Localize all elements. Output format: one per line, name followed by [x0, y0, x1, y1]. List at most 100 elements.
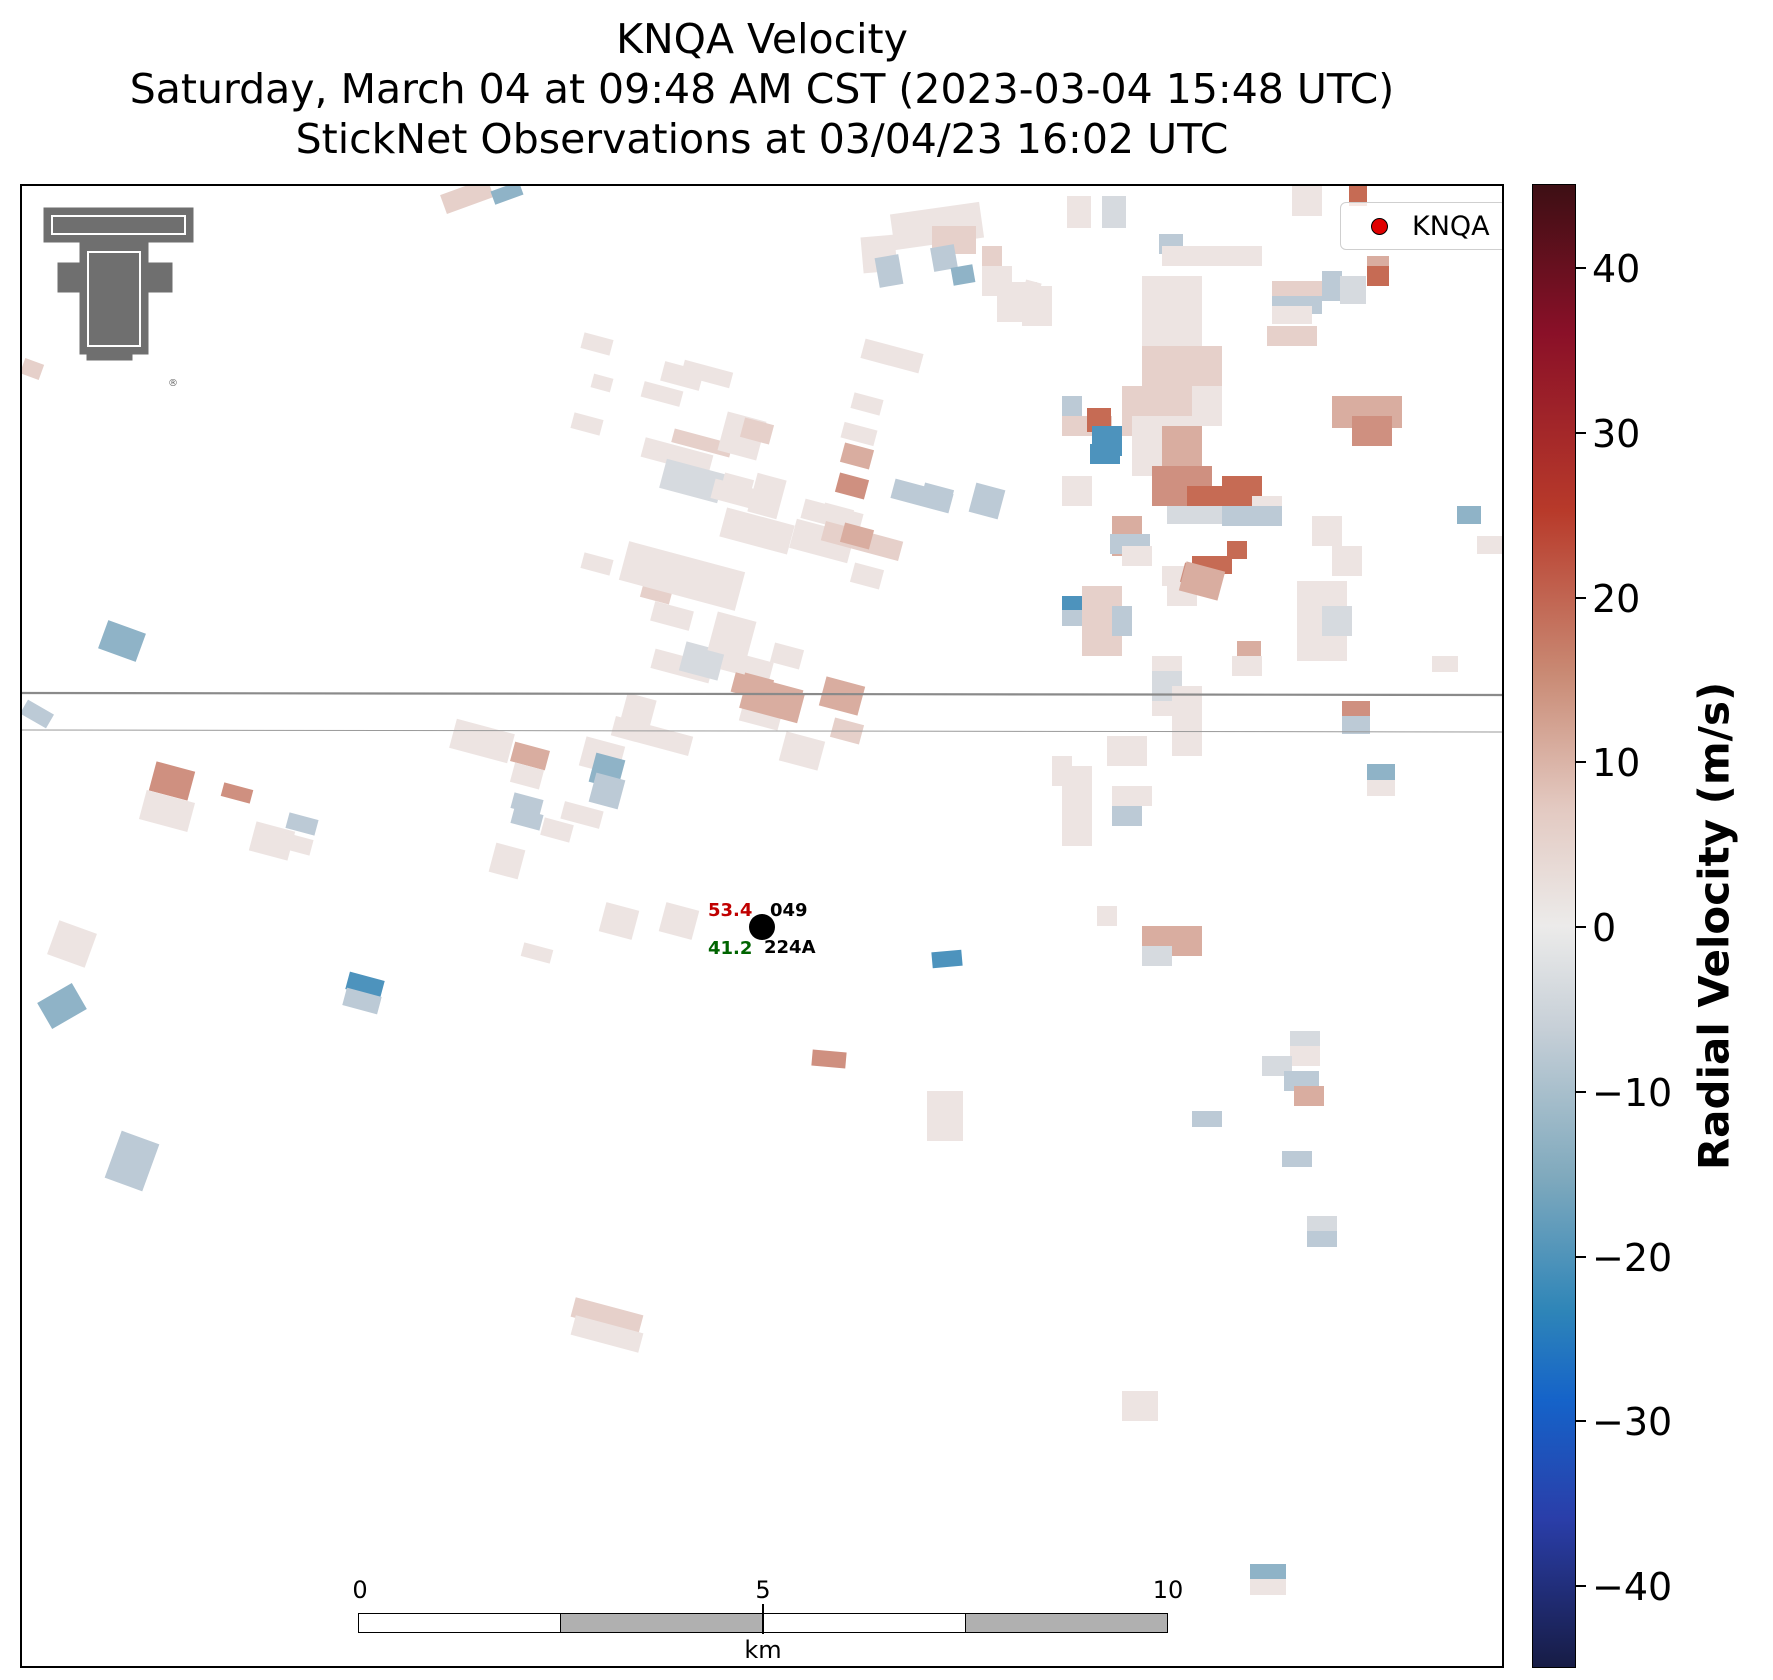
colorbar-tick-label: 30 — [1592, 412, 1641, 456]
velocity-gate — [570, 412, 604, 436]
velocity-gate — [860, 338, 924, 374]
velocity-gate — [22, 699, 54, 729]
colorbar-tick-label: 20 — [1592, 577, 1641, 621]
velocity-gate — [285, 812, 319, 836]
svg-text:®: ® — [168, 378, 178, 389]
velocity-gate — [1112, 786, 1152, 806]
velocity-gate — [1102, 196, 1126, 228]
velocity-gate — [1112, 806, 1142, 826]
velocity-gate — [280, 832, 314, 856]
velocity-gate — [580, 552, 614, 576]
velocity-gate — [1222, 506, 1282, 526]
velocity-gate — [1192, 1111, 1222, 1127]
velocity-gate — [778, 731, 826, 771]
velocity-gate — [220, 782, 254, 804]
velocity-gate — [1352, 416, 1392, 446]
velocity-gate — [1342, 716, 1370, 734]
velocity-gate — [1340, 276, 1366, 304]
velocity-gate — [660, 361, 704, 391]
velocity-gate — [1062, 476, 1092, 506]
velocity-gate — [818, 676, 866, 716]
velocity-gate — [248, 821, 296, 861]
figure-title: KNQA Velocity Saturday, March 04 at 09:4… — [20, 14, 1504, 164]
velocity-gate — [1250, 1564, 1286, 1580]
velocity-gate — [1282, 1151, 1312, 1167]
velocity-gate — [1142, 946, 1172, 966]
county-border-secondary — [22, 729, 1502, 733]
velocity-gate — [1227, 541, 1247, 559]
velocity-gate — [931, 949, 963, 969]
velocity-gate — [640, 437, 714, 475]
velocity-gate — [839, 442, 875, 470]
title-observations: StickNet Observations at 03/04/23 16:02 … — [295, 115, 1229, 163]
velocity-gate — [490, 186, 524, 205]
velocity-gate — [148, 761, 196, 801]
scale-tick-5: 5 — [755, 1576, 771, 1604]
velocity-gate — [839, 522, 875, 550]
scale-segment — [762, 1614, 965, 1632]
station-temperature: 53.4 — [708, 900, 753, 921]
velocity-gate — [650, 601, 694, 631]
velocity-gate — [680, 359, 734, 389]
velocity-gate — [1290, 1046, 1320, 1066]
velocity-gate — [1457, 506, 1481, 524]
velocity-gate — [1342, 701, 1370, 719]
velocity-gate — [138, 790, 196, 832]
velocity-gate — [1062, 396, 1082, 420]
velocity-gate — [488, 842, 526, 880]
velocity-gate — [618, 541, 746, 611]
velocity-gate — [37, 983, 87, 1029]
velocity-gate — [1367, 780, 1395, 796]
colorbar-title: Radial Velocity (m/s) — [1689, 681, 1739, 1171]
colorbar-tick-label: 0 — [1592, 906, 1617, 950]
velocity-gate — [1349, 186, 1367, 206]
velocity-gate — [509, 762, 545, 790]
scale-tick-0: 0 — [352, 1576, 368, 1604]
station-marker[interactable] — [749, 914, 775, 940]
velocity-gate — [950, 264, 976, 286]
velocity-gate — [834, 472, 870, 500]
velocity-gate — [560, 801, 604, 829]
title-radar: KNQA Velocity — [616, 15, 908, 63]
velocity-gate — [22, 358, 45, 380]
velocity-gate — [588, 772, 626, 810]
velocity-gate — [1122, 546, 1152, 566]
station-id-bottom: 224A — [764, 937, 816, 958]
colorbar-tick-label: −10 — [1592, 1071, 1673, 1115]
velocity-gate — [930, 244, 958, 272]
velocity-gate — [1018, 279, 1042, 313]
velocity-gate — [590, 373, 614, 393]
velocity-gate — [510, 807, 544, 831]
velocity-gate — [769, 642, 805, 670]
velocity-gate — [1477, 536, 1502, 554]
velocity-gate — [1332, 546, 1362, 576]
scale-segment — [560, 1614, 763, 1632]
county-border — [22, 691, 1502, 697]
velocity-gate — [1107, 736, 1147, 766]
velocity-gate — [739, 417, 775, 445]
velocity-gate — [1272, 306, 1312, 324]
velocity-gate — [1307, 1231, 1337, 1247]
velocity-gate — [1222, 476, 1262, 496]
radar-map[interactable]: ® KNQA 53.4 049 41.2 224A 0 5 10 km — [20, 184, 1504, 1668]
velocity-gate — [640, 381, 684, 407]
velocity-gate — [1062, 596, 1082, 612]
velocity-gate — [1267, 326, 1317, 346]
velocity-gate — [720, 649, 774, 683]
velocity-gate — [811, 1049, 847, 1069]
velocity-gate — [739, 672, 775, 700]
velocity-gate — [850, 392, 884, 416]
title-datetime: Saturday, March 04 at 09:48 AM CST (2023… — [129, 65, 1395, 113]
velocity-gate — [1322, 606, 1352, 636]
double-t-logo: ® — [40, 204, 197, 389]
velocity-gate — [1250, 1579, 1286, 1595]
velocity-gate — [1294, 1086, 1324, 1106]
velocity-gate — [1322, 271, 1342, 301]
knqa-marker-icon — [1371, 217, 1388, 235]
velocity-field: ® — [22, 186, 1502, 1595]
velocity-gate — [968, 482, 1006, 520]
velocity-gate — [440, 186, 494, 214]
velocity-gate — [1097, 906, 1117, 926]
velocity-colorbar — [1532, 184, 1576, 1668]
velocity-gate — [671, 428, 733, 458]
